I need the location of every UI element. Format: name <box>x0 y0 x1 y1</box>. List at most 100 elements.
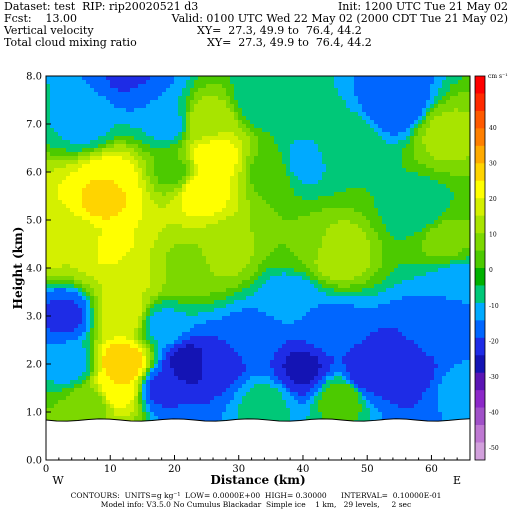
contour-cell <box>250 388 279 393</box>
contour-cell <box>46 388 63 393</box>
contour-cell <box>90 296 95 301</box>
contour-cell <box>134 400 139 405</box>
contour-cell <box>442 376 471 381</box>
contour-cell <box>242 152 251 157</box>
contour-cell <box>126 140 143 145</box>
contour-cell <box>382 256 467 261</box>
contour-cell <box>194 168 199 173</box>
contour-cell <box>254 236 323 241</box>
contour-cell <box>286 168 291 173</box>
contour-cell <box>182 92 191 97</box>
contour-cell <box>102 400 107 405</box>
contour-cell <box>186 108 191 113</box>
contour-cell <box>50 112 179 117</box>
contour-cell <box>130 124 183 129</box>
contour-cell <box>102 312 143 317</box>
contour-cell <box>190 172 195 177</box>
colorbar-swatch <box>475 163 485 182</box>
contour-cell <box>158 344 167 349</box>
contour-cell <box>286 172 295 177</box>
contour-cell <box>182 184 187 189</box>
contour-cell <box>142 192 151 197</box>
contour-cell <box>106 368 139 373</box>
contour-cell <box>130 88 167 93</box>
contour-cell <box>154 160 183 165</box>
contour-cell <box>82 372 91 377</box>
contour-cell <box>146 348 151 353</box>
contour-cell <box>334 192 371 197</box>
contour-cell <box>114 404 127 409</box>
contour-cell <box>54 168 79 173</box>
contour-cell <box>186 176 191 181</box>
contour-cell <box>102 356 143 361</box>
contour-cell <box>90 304 95 309</box>
contour-cell <box>294 188 347 193</box>
contour-cell <box>86 376 91 381</box>
contour-cell <box>290 144 319 149</box>
contour-cell <box>238 100 347 105</box>
contour-cell <box>314 284 323 289</box>
contour-cell <box>430 384 439 389</box>
contour-cell <box>426 112 431 117</box>
contour-cell <box>98 244 135 249</box>
contour-cell <box>422 248 463 253</box>
contour-cell <box>362 228 375 233</box>
contour-cell <box>150 260 167 265</box>
contour-cell <box>90 156 103 161</box>
contour-cell <box>246 380 275 385</box>
contour-cell <box>254 132 271 137</box>
contour-cell <box>250 168 287 173</box>
contour-cell <box>186 312 199 317</box>
contour-cell <box>298 216 367 221</box>
contour-cell <box>382 416 443 421</box>
contour-cell <box>158 356 163 361</box>
contour-cell <box>162 300 179 305</box>
contour-cell <box>86 208 123 213</box>
contour-cell <box>186 128 191 133</box>
contour-cell <box>270 364 283 369</box>
contour-cell <box>334 376 343 381</box>
contour-cell <box>430 92 439 97</box>
contour-cell <box>182 124 187 129</box>
contour-cell <box>142 212 187 217</box>
contour-cell <box>358 112 367 117</box>
contour-cell <box>318 388 323 393</box>
contour-cell <box>174 352 203 357</box>
contour-cell <box>374 120 415 125</box>
contour-cell <box>102 332 135 337</box>
contour-cell <box>426 272 471 277</box>
contour-cell <box>254 156 283 161</box>
contour-cell <box>242 156 247 161</box>
contour-cell <box>326 168 407 173</box>
contour-cell <box>142 324 147 329</box>
contour-cell <box>154 188 175 193</box>
contour-cell <box>266 200 375 205</box>
contour-cell <box>434 80 443 85</box>
contour-cell <box>158 232 255 237</box>
contour-cell <box>390 272 427 277</box>
contour-cell <box>286 164 291 169</box>
contour-cell <box>178 140 183 145</box>
contour-cell <box>138 344 143 349</box>
contour-cell <box>194 140 211 145</box>
contour-cell <box>142 328 147 333</box>
contour-cell <box>170 356 203 361</box>
y-tick-label: 6.0 <box>26 168 42 179</box>
contour-cell <box>62 136 99 141</box>
contour-cell <box>250 376 271 381</box>
contour-cell <box>78 152 91 157</box>
contour-cell <box>94 304 99 309</box>
contour-cell <box>114 408 135 413</box>
contour-cell <box>106 408 115 413</box>
contour-cell <box>126 336 135 341</box>
contour-cell <box>362 116 371 121</box>
contour-cell <box>362 396 367 401</box>
contour-cell <box>446 296 471 301</box>
contour-cell <box>418 400 439 405</box>
contour-cell <box>186 120 191 125</box>
colorbar-swatch <box>475 233 485 251</box>
contour-cell <box>138 400 143 405</box>
contour-cell <box>126 404 135 409</box>
colorbar-frame <box>474 75 486 461</box>
contour-cell <box>146 188 155 193</box>
